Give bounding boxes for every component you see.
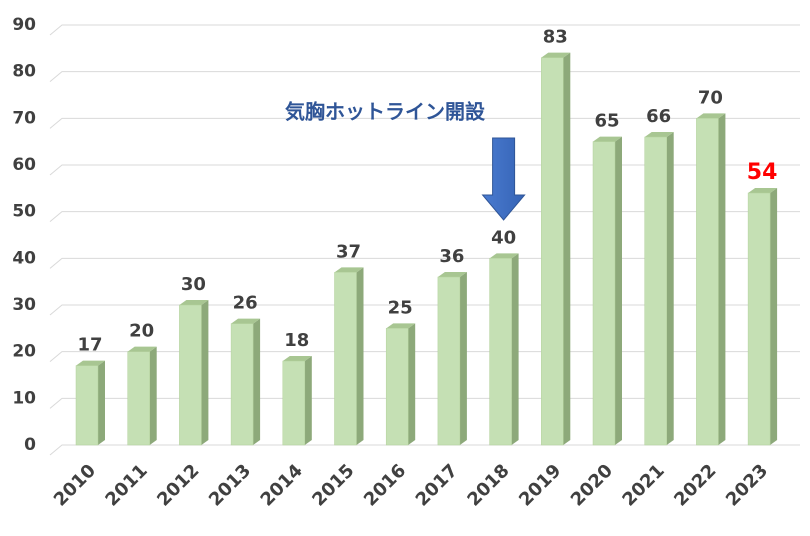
value-label: 40	[491, 227, 516, 248]
x-tick-label: 2011	[101, 460, 151, 510]
bar	[75, 365, 99, 446]
y-tick-label: 10	[12, 388, 36, 408]
bar	[127, 351, 150, 446]
grid-line	[49, 304, 800, 316]
y-tick-label: 40	[12, 248, 36, 268]
y-tick-label: 80	[12, 62, 36, 82]
y-tick-label: 90	[12, 15, 36, 35]
bar-top	[179, 300, 209, 305]
x-tick-label: 2015	[308, 460, 358, 510]
bar-side	[356, 267, 364, 445]
bar-side	[563, 52, 571, 446]
bar-top	[489, 253, 519, 259]
bar	[437, 276, 461, 446]
grid-line	[49, 257, 800, 269]
value-label: 18	[284, 330, 309, 351]
bar-top	[541, 52, 571, 58]
value-label: 25	[388, 297, 413, 318]
x-tick-label: 2021	[618, 460, 668, 510]
bar-side	[253, 318, 261, 445]
bar-top	[748, 188, 778, 193]
value-label: 20	[129, 321, 154, 342]
x-tick-label: 2014	[257, 460, 307, 510]
y-tick-label: 0	[24, 435, 36, 455]
grid-line	[49, 71, 800, 83]
grid-line	[49, 24, 800, 36]
value-label: 66	[646, 106, 671, 127]
x-tick-label: 2013	[205, 460, 255, 510]
bar-side	[98, 360, 105, 445]
grid-line	[49, 211, 800, 223]
bar-side	[666, 132, 674, 445]
bar	[334, 272, 357, 446]
bar-top	[282, 356, 312, 361]
annotation-arrow	[481, 137, 526, 221]
x-tick-label: 2020	[567, 460, 617, 510]
bar-side	[408, 323, 416, 445]
value-label: 70	[698, 87, 723, 108]
bar	[541, 57, 564, 446]
grid-line	[49, 164, 800, 176]
x-tick-label: 2018	[463, 460, 513, 510]
bar-side	[718, 113, 726, 445]
bar	[385, 328, 409, 446]
bar-side	[459, 272, 467, 445]
bar-top	[231, 318, 261, 324]
bar	[696, 118, 719, 446]
y-tick-label: 20	[12, 342, 36, 362]
x-tick-label: 2012	[153, 460, 203, 510]
bar-side	[615, 136, 622, 445]
bar-top	[593, 136, 622, 142]
bar	[179, 304, 202, 446]
bar-side	[201, 300, 209, 445]
bar	[747, 192, 771, 446]
value-label: 36	[439, 246, 464, 267]
value-label: 65	[594, 111, 619, 132]
bar-side	[511, 253, 519, 445]
x-tick-label: 2017	[412, 460, 462, 510]
x-tick-label: 2023	[722, 460, 772, 510]
bar-side	[149, 346, 157, 445]
x-tick-label: 2019	[515, 460, 565, 510]
bar-top	[76, 360, 105, 366]
x-tick-label: 2010	[50, 460, 100, 510]
x-tick-label: 2016	[360, 460, 410, 510]
bar	[644, 136, 667, 446]
bar-top	[386, 323, 416, 329]
grid-line	[49, 351, 800, 363]
grid-line	[49, 397, 800, 409]
value-label: 54	[747, 160, 778, 185]
bar-top	[127, 346, 157, 352]
bar	[592, 141, 616, 446]
value-label: 26	[233, 293, 258, 314]
bar-side	[770, 188, 778, 445]
bar-top	[334, 267, 364, 273]
y-tick-label: 70	[12, 108, 36, 128]
value-label: 30	[181, 274, 206, 295]
bar-top	[644, 132, 674, 137]
bar	[230, 323, 254, 446]
value-label: 83	[543, 27, 568, 48]
y-tick-label: 30	[12, 295, 36, 315]
bar-top	[696, 113, 726, 119]
y-tick-label: 50	[12, 202, 36, 222]
bar-top	[437, 272, 467, 277]
value-label: 17	[77, 335, 102, 356]
bar	[282, 360, 306, 446]
x-tick-label: 2022	[670, 460, 720, 510]
value-label: 37	[336, 241, 361, 262]
bar-side	[304, 356, 312, 445]
bar	[489, 258, 512, 446]
annotation: 気胸ホットライン開設	[285, 100, 486, 124]
y-tick-label: 60	[12, 155, 36, 175]
grid-line	[49, 444, 800, 456]
